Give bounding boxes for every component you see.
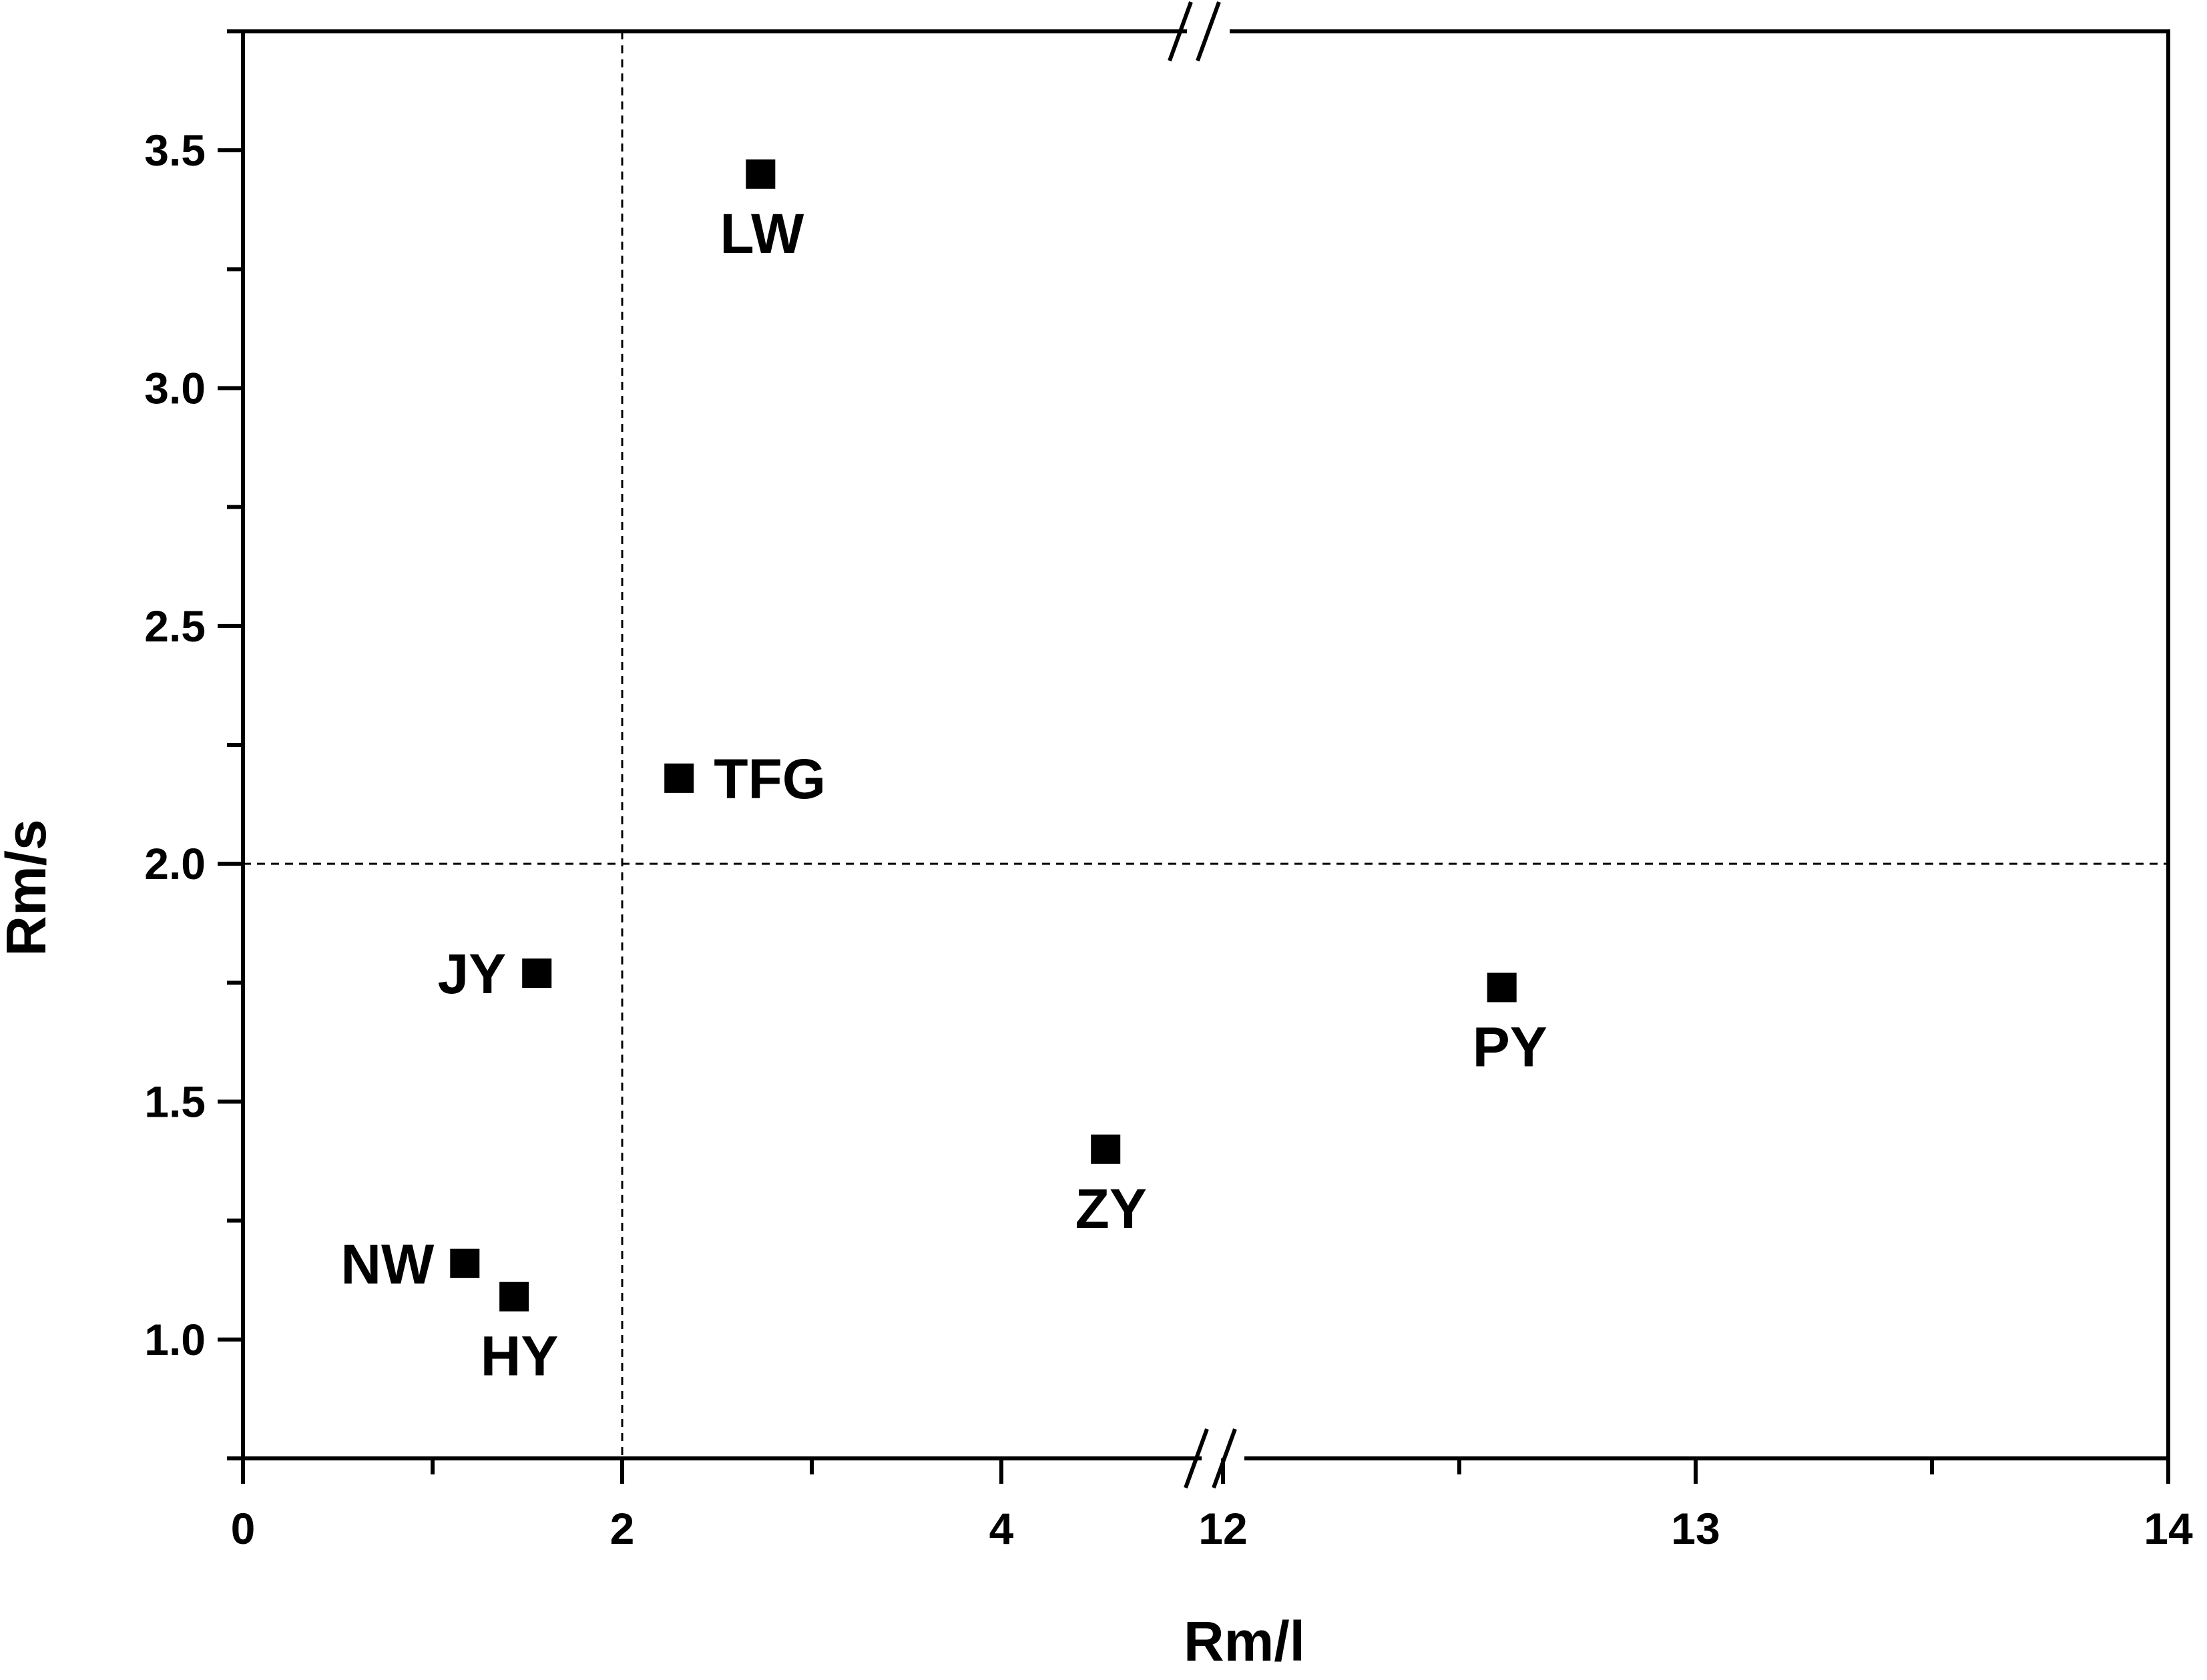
y-tick-label: 3.0 bbox=[144, 364, 206, 413]
x-tick-label: 0 bbox=[231, 1504, 256, 1553]
data-point-nw bbox=[450, 1248, 480, 1278]
x-tick-label: 4 bbox=[989, 1504, 1014, 1553]
data-point-zy bbox=[1091, 1134, 1121, 1164]
data-point-jy bbox=[522, 958, 552, 989]
point-label-jy: JY bbox=[437, 942, 506, 1005]
point-label-lw: LW bbox=[720, 202, 804, 265]
data-point-py bbox=[1487, 972, 1517, 1003]
point-label-hy: HY bbox=[481, 1325, 559, 1388]
plot-frame bbox=[241, 29, 2170, 1460]
reference-lines bbox=[243, 31, 2168, 1458]
axis-break-slash bbox=[1184, 1428, 1209, 1489]
data-point-lw bbox=[746, 159, 776, 189]
data-point-hy bbox=[499, 1282, 529, 1312]
y-tick-label: 2.0 bbox=[144, 839, 206, 888]
data-point-tfg bbox=[664, 763, 694, 793]
point-label-zy: ZY bbox=[1075, 1177, 1147, 1240]
y-tick-label: 2.5 bbox=[144, 601, 206, 651]
x-axis-title: Rm/l bbox=[1184, 1610, 1305, 1673]
x-tick-label: 14 bbox=[2144, 1504, 2193, 1553]
axis-break-slash bbox=[1212, 1428, 1237, 1489]
y-tick-label: 1.5 bbox=[144, 1077, 206, 1127]
y-tick-label: 3.5 bbox=[144, 125, 206, 175]
x-tick-label: 2 bbox=[610, 1504, 635, 1553]
axis-ticks: 0 2 4 12 13 14 1.0 1.5 2.0 2.5 3.0 3.5 bbox=[144, 29, 2193, 1553]
y-axis-title: Rm/s bbox=[0, 819, 57, 956]
x-tick-label: 12 bbox=[1198, 1504, 1247, 1553]
axis-break-slash bbox=[1168, 1, 1193, 62]
axis-break-marks bbox=[1168, 1, 1237, 1489]
point-label-py: PY bbox=[1473, 1015, 1547, 1078]
point-label-tfg: TFG bbox=[714, 748, 826, 810]
y-tick-label: 1.0 bbox=[144, 1315, 206, 1364]
point-label-nw: NW bbox=[340, 1233, 435, 1296]
axis-break-slash bbox=[1196, 1, 1221, 62]
data-points: LW TFG JY NW HY ZY PY bbox=[340, 159, 1547, 1388]
x-tick-label: 13 bbox=[1671, 1504, 1720, 1553]
